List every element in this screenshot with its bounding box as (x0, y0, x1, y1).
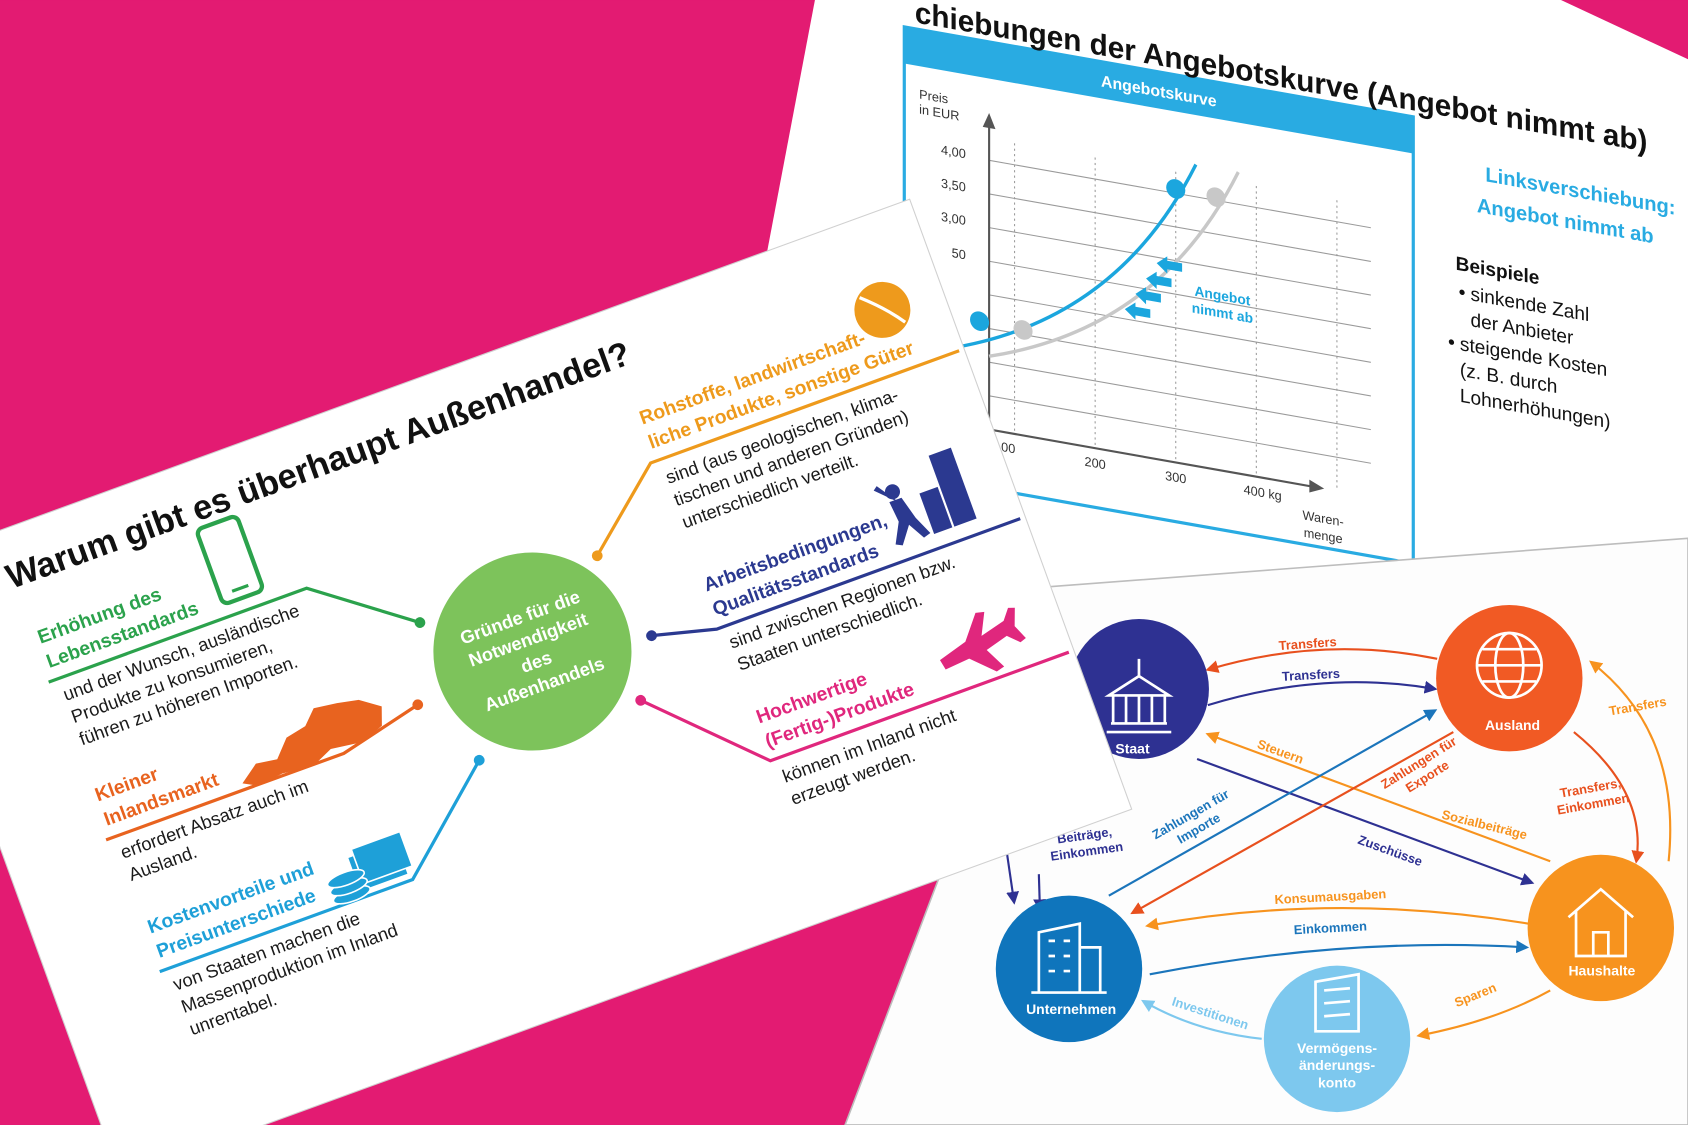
axis-arrow (1309, 479, 1325, 493)
x-axis-label: menge (1304, 525, 1343, 547)
icon-bean (854, 281, 911, 338)
node-ausland (1436, 605, 1583, 752)
chart-header (904, 26, 1414, 154)
y-tick-label: 4,00 (941, 142, 966, 161)
node-label: Staat (1115, 741, 1150, 757)
icon-plane (939, 607, 1026, 672)
x-tick-label: 300 (1165, 468, 1186, 487)
bullet (1459, 289, 1465, 296)
branch-lines (48, 349, 1070, 974)
flow-label: Einkommen (1293, 918, 1367, 937)
y-tick-label: 3,50 (941, 175, 966, 194)
x-axis (989, 428, 1314, 488)
icon-coins (326, 830, 414, 905)
shift-arrows (1124, 256, 1183, 320)
y-axis-label: in EUR (919, 102, 959, 124)
node-icons (1031, 631, 1634, 1033)
point (1206, 187, 1226, 208)
x-axis-label: Waren- (1303, 507, 1344, 529)
x-tick-label: 00 (1001, 439, 1015, 456)
grid-line (989, 395, 1371, 464)
node-label: konto (1318, 1074, 1356, 1090)
node-label: Vermögens- (1297, 1040, 1377, 1056)
grid-line (989, 260, 1371, 330)
node-staat (1068, 619, 1209, 759)
grid-line (989, 227, 1371, 296)
grid-line (989, 193, 1371, 262)
icon-phone (195, 514, 265, 606)
icon-austria (242, 699, 382, 786)
x-tick-label: 400 kg (1244, 482, 1282, 504)
node-vermoegen (1263, 965, 1411, 1113)
node-label: änderungs- (1299, 1057, 1375, 1073)
point (970, 311, 990, 332)
y-tick-label: 3,00 (941, 209, 966, 228)
flow-arrows (1005, 648, 1672, 1041)
grid-line (989, 361, 1371, 431)
x-tick-label: 200 (1085, 454, 1106, 473)
axis-arrow (982, 112, 996, 130)
node-label: Ausland (1485, 717, 1540, 733)
node-label: Haushalte (1568, 962, 1635, 978)
point (1013, 320, 1033, 340)
icon-worker (873, 447, 977, 546)
y-axis-label: Preis (919, 86, 948, 106)
flow-label: Transfers (1282, 666, 1341, 684)
node-label: Unternehmen (1026, 1001, 1116, 1017)
point (1166, 179, 1186, 199)
supply-curve-new (946, 163, 1198, 351)
bullet (1448, 339, 1455, 345)
center-circle (433, 552, 632, 751)
branch-dots (412, 550, 657, 766)
node-haushalte (1527, 854, 1675, 1002)
grid-line (989, 294, 1371, 363)
flow-label: Transfers (1278, 634, 1337, 653)
flow-slide: Staat Ausland Haushalte Unternehmen Vermögen… (844, 537, 1688, 1125)
supply-curve-old (988, 171, 1240, 358)
node-unternehmen (995, 895, 1143, 1043)
y-tick-label: 50 (952, 245, 966, 262)
flow-label: Konsumausgaben (1274, 886, 1387, 907)
